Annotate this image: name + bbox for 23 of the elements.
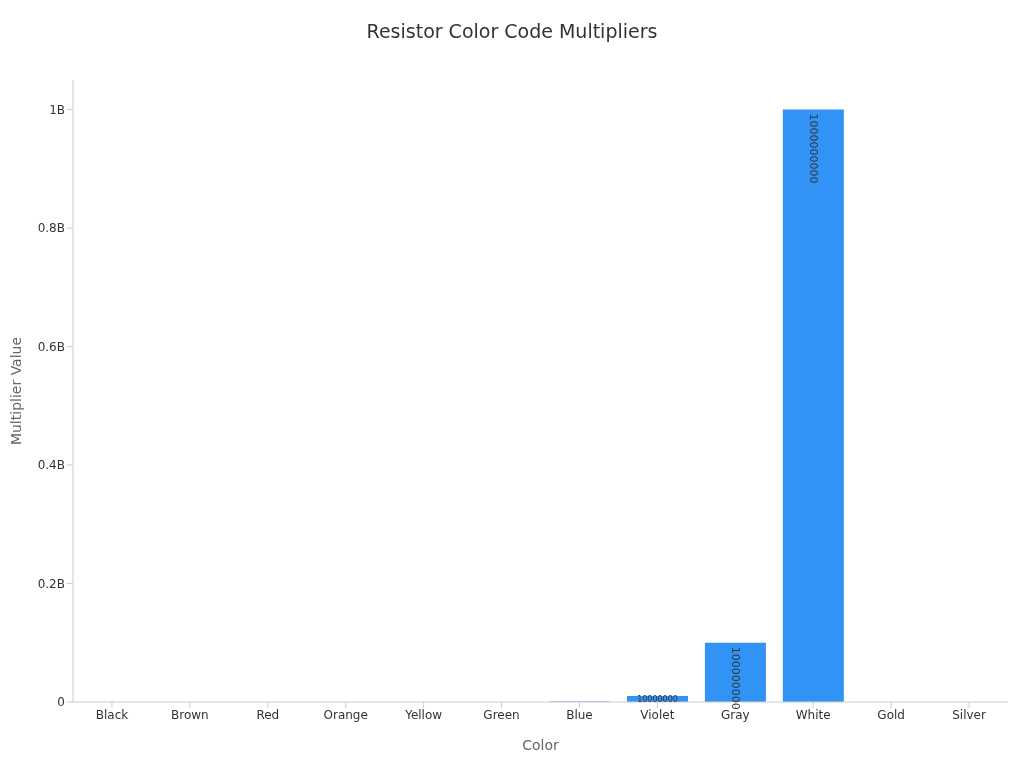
x-tick-label: Brown <box>171 707 209 722</box>
x-tick-label: Violet <box>640 707 675 722</box>
y-tick-label: 0.6B <box>37 339 65 354</box>
y-tick-label: 0.2B <box>37 576 65 591</box>
data-label: 100000000 <box>728 646 742 710</box>
y-tick-label: 0 <box>57 695 65 710</box>
y-tick-label: 1B <box>49 102 65 117</box>
x-tick-label: Black <box>95 707 129 722</box>
x-tick-label: Green <box>483 707 520 722</box>
x-tick-label: Yellow <box>404 707 443 722</box>
x-tick-label: White <box>795 707 831 722</box>
y-tick-label: 0.4B <box>37 458 65 473</box>
data-label: 10000000 <box>637 694 678 704</box>
x-tick-label: Red <box>256 707 280 722</box>
x-tick-label: Blue <box>566 707 593 722</box>
x-axis-title: Color <box>522 737 560 753</box>
x-tick-label: Gold <box>877 707 905 722</box>
x-tick-label: Silver <box>952 707 986 722</box>
chart-title: Resistor Color Code Multipliers <box>365 20 659 42</box>
y-axis-title: Multiplier Value <box>7 336 24 446</box>
x-tick-label: Orange <box>323 707 368 722</box>
y-tick-label: 0.8B <box>37 221 65 236</box>
data-label: 1000000000 <box>806 113 820 184</box>
